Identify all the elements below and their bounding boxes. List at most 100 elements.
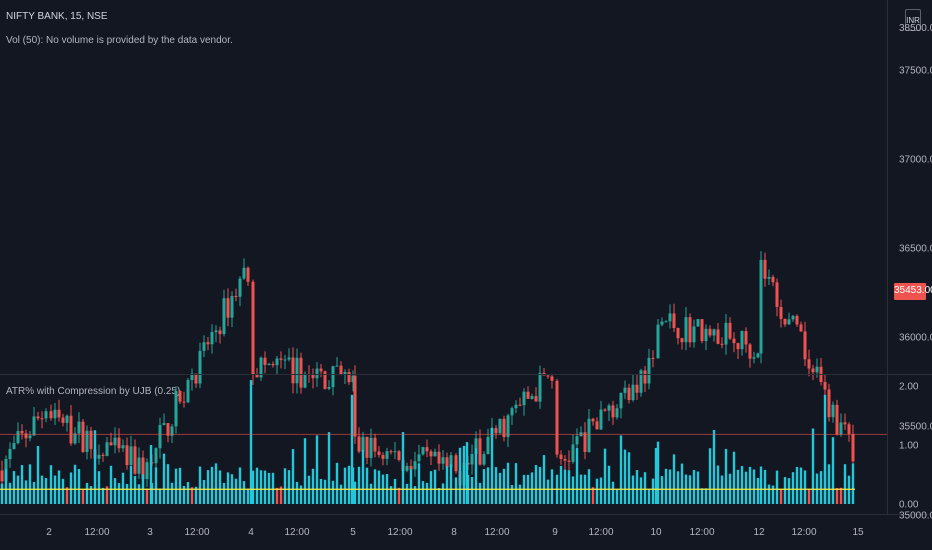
atr-bar [704,488,708,504]
atr-bar [795,467,799,504]
atr-bar [162,453,166,504]
candle-body [522,391,526,406]
candle-body [771,276,775,283]
candle-body [704,328,708,342]
candle-body [587,418,591,452]
candle-body [0,470,4,482]
candle-body [627,387,631,401]
candle-body [510,408,514,416]
candle-body [651,357,655,359]
atr-bar [643,472,647,504]
indicator-tick-label: 1.00 [899,441,919,452]
atr-bar [373,469,377,504]
price-axis[interactable]: 38500.00 37500.00 37000.00 36500.00 36000.00… [899,23,932,522]
candle-body [851,433,855,462]
currency-button[interactable]: INR [905,9,921,31]
atr-bar [20,465,24,504]
indicator-axis[interactable]: 2.00 1.00 0.00 [899,382,919,511]
candle-body [575,436,579,445]
candle-body [230,295,234,318]
price-tick-label: 35500.00 [899,422,932,433]
time-axis[interactable]: 2 12:00 3 12:00 4 12:00 5 12:00 8 12:00 9 12:00 10 12… [46,527,864,538]
candle-body [275,358,279,366]
atr-bar [263,470,267,504]
candle-body [81,421,85,453]
atr-bar [242,481,246,504]
candle-body [113,437,117,446]
atr-bar [611,481,615,504]
atr-bar [811,428,815,504]
candle-body [684,317,688,343]
atr-bar [218,470,222,504]
atr-bar [783,477,787,504]
candle-body [361,436,365,452]
candle-body [97,454,101,459]
candle-body [807,359,811,369]
time-tick-label: 12:00 [387,527,412,538]
atr-bar [433,469,437,504]
atr-bar [823,394,827,504]
atr-bar [421,481,425,504]
candle-body [242,267,246,279]
candle-body [799,324,803,332]
atr-bar [664,468,668,504]
atr-bar [401,432,405,504]
candle-body [381,454,385,459]
atr-bar [369,483,373,504]
atr-bar [226,472,230,504]
candle-body [351,375,355,383]
atr-bar [716,465,720,504]
candle-body [732,338,736,344]
candle-body [133,446,137,474]
indicator-legend[interactable]: ATR% with Compression by UJB (0.25) [6,386,181,397]
atr-bar [413,486,417,504]
atr-bar [73,464,77,504]
atr-bar [462,445,466,504]
time-tick-label: 12:00 [484,527,509,538]
atr-bar [752,469,756,504]
atr-bar [807,489,811,504]
time-tick-label: 12:00 [184,527,209,538]
candle-body [117,437,121,449]
candle-body [234,295,238,297]
atr-bar [397,487,401,504]
atr-bar [647,489,651,504]
atr-bar [4,469,8,504]
atr-bar [85,482,89,504]
atr-bar [791,472,795,504]
symbol-legend[interactable]: NIFTY BANK, 15, NSE [6,11,108,22]
atr-bar [603,448,607,504]
candle-body [327,387,331,389]
atr-bar [137,484,141,504]
atr-bar [763,469,767,504]
candle-body [397,451,401,460]
atr-bar [77,469,81,504]
candle-body [767,276,771,279]
atr-bar [425,482,429,504]
volume-legend[interactable]: Vol (50): No volume is provided by the d… [6,35,233,46]
atr-bar [0,483,4,504]
price-tick-label: 35000.00 [899,511,932,522]
indicator-tick-label: 2.00 [899,382,919,393]
atr-bar [567,470,571,504]
candle-body [125,445,129,466]
candle-body [437,451,441,464]
atr-bar [178,467,182,504]
candle-body [373,437,377,452]
atr-bar [656,441,660,504]
candle-body [259,357,263,378]
atr-bar [89,486,93,504]
candle-body [756,353,760,358]
atr-bar [327,432,331,504]
candle-body [311,374,315,379]
candle-body [8,449,12,460]
time-tick-label: 8 [451,527,457,538]
atr-bar [470,476,474,504]
atr-bar [249,380,253,504]
atr-bar [299,485,303,504]
candle-body [603,409,607,411]
candle-body [550,376,554,381]
candle-body [724,322,728,345]
candle-body [170,426,174,436]
